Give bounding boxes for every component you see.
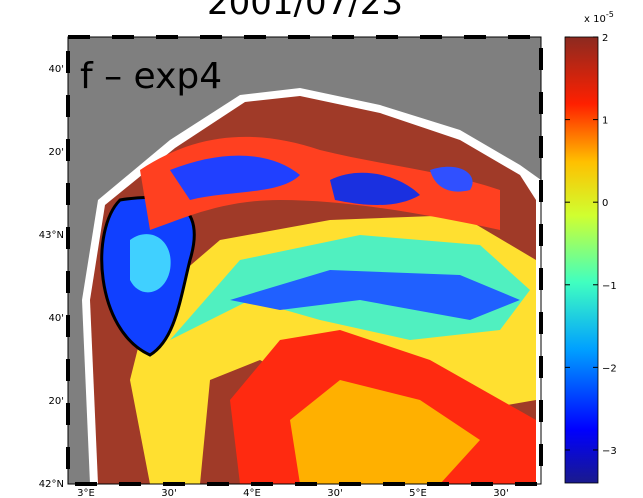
colorbar-tick-label: −3 xyxy=(602,446,617,457)
lon-label: 30' xyxy=(327,488,342,498)
lon-label: 30' xyxy=(493,488,508,498)
lat-label: 40' xyxy=(49,313,64,324)
lat-label: 42°N xyxy=(39,479,64,490)
lon-label: 4°E xyxy=(243,488,261,498)
colorbar-multiplier: x 10-5 xyxy=(584,10,614,25)
lon-label: 5°E xyxy=(409,488,427,498)
figure: 2001/07/23 f – exp4 x 10-5 42°N 20' 40' 43°… xyxy=(0,0,643,498)
lon-label: 3°E xyxy=(77,488,95,498)
multiplier-exponent: -5 xyxy=(606,10,614,19)
colorbar-tick-label: −1 xyxy=(602,281,617,292)
panel-label: f – exp4 xyxy=(80,56,222,97)
map-field xyxy=(68,37,541,484)
colorbar-tick-label: 1 xyxy=(602,116,608,127)
lat-label: 20' xyxy=(49,396,64,407)
colorbar xyxy=(565,37,598,483)
lat-label: 20' xyxy=(49,147,64,158)
lon-label: 30' xyxy=(161,488,176,498)
lat-label: 43°N xyxy=(39,230,64,241)
lat-label: 40' xyxy=(49,64,64,75)
colorbar-tick-label: 2 xyxy=(602,33,608,44)
colorbar-tick-label: −2 xyxy=(602,363,617,374)
title: 2001/07/23 xyxy=(207,0,403,23)
multiplier-base: x 10 xyxy=(584,14,606,25)
colorbar-tick-label: 0 xyxy=(602,198,608,209)
